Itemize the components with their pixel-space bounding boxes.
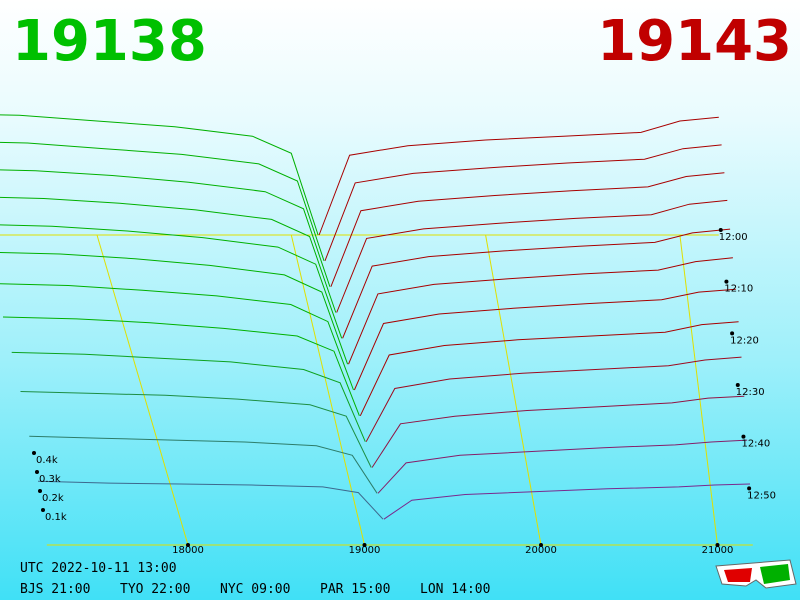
time-tick-label: 12:40: [741, 439, 770, 450]
x-tick-mark: [715, 543, 720, 547]
ask-depth-line: [365, 356, 742, 442]
grid-line: [679, 234, 718, 546]
ask-depth-line: [383, 483, 751, 520]
city-time: BJS 21:00: [20, 582, 90, 597]
x-tick-label: 18000: [172, 545, 204, 556]
city-time: LON 14:00: [420, 582, 490, 597]
best-bid: 19138: [12, 9, 207, 74]
z-tick-label: 0.3k: [39, 474, 61, 485]
ask-depth-line: [318, 116, 719, 236]
x-tick-mark: [539, 543, 543, 547]
city-time: TYO 22:00: [120, 582, 190, 597]
ask-depth-line: [342, 228, 731, 339]
z-tick-mark: [35, 470, 39, 474]
glasses-icon: [715, 559, 797, 589]
bid-depth-line: [0, 283, 354, 391]
bid-depth-line: [29, 435, 378, 494]
bid-depth-line: [20, 391, 372, 468]
city-time: PAR 15:00: [320, 582, 390, 597]
time-tick-mark: [741, 434, 746, 439]
ask-depth-line: [371, 395, 745, 468]
time-tick-label: 12:10: [724, 284, 753, 295]
time-tick-label: 12:50: [747, 490, 776, 501]
grid-line: [290, 234, 365, 546]
bid-depth-line: [2, 316, 360, 416]
x-tick-label: 20000: [525, 545, 557, 556]
bid-depth-line: [37, 480, 384, 520]
z-tick-label: 0.2k: [42, 493, 64, 504]
utc-time: UTC 2022-10-11 13:00: [20, 561, 177, 576]
bid-depth-line: [0, 196, 337, 313]
z-tick-label: 0.4k: [36, 455, 58, 466]
best-ask: 19143: [597, 9, 792, 74]
z-tick-label: 0.1k: [45, 512, 67, 523]
z-tick-mark: [32, 451, 36, 455]
time-tick-label: 12:20: [730, 335, 759, 346]
grid-line: [96, 234, 189, 546]
ask-depth-line: [336, 199, 728, 313]
ask-depth-line: [377, 439, 748, 494]
z-tick-mark: [38, 489, 42, 493]
bid-depth-line: [11, 351, 366, 442]
x-tick-mark: [362, 543, 367, 547]
ask-depth-line: [324, 144, 722, 261]
time-tick-mark: [718, 228, 723, 232]
time-tick-mark: [747, 486, 752, 491]
city-time: NYC 09:00: [220, 582, 290, 597]
ask-depth-line: [330, 172, 725, 287]
bid-depth-line: [0, 251, 349, 365]
ask-depth-line: [348, 257, 733, 365]
x-tick-mark: [186, 543, 190, 547]
ask-depth-line: [359, 321, 739, 417]
x-tick-label: 19000: [349, 545, 381, 556]
time-tick-label: 12:30: [736, 387, 765, 398]
x-tick-label: 21000: [702, 545, 734, 556]
time-tick-mark: [724, 279, 729, 284]
bid-depth-line: [0, 141, 325, 261]
ask-depth-line: [353, 288, 736, 391]
time-tick-mark: [735, 383, 740, 387]
time-tick-label: 12:00: [719, 232, 748, 243]
grid-line: [485, 234, 542, 546]
time-tick-mark: [730, 331, 735, 336]
bid-depth-line: [0, 224, 343, 339]
z-tick-mark: [41, 508, 45, 512]
bid-depth-line: [0, 114, 319, 236]
plot: 18000 19000 20000 21000 0.1k 0.2k 0.3k 0.4k 12:0…: [0, 114, 776, 556]
bid-depth-line: [0, 169, 331, 287]
